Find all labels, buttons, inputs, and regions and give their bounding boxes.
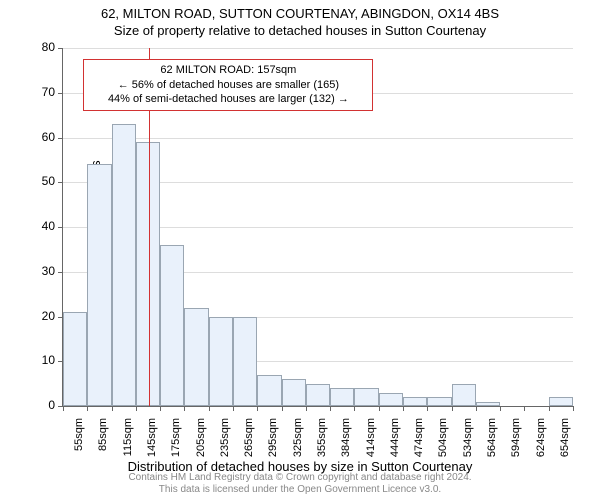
histogram-bar <box>549 397 573 406</box>
x-tick-mark <box>524 406 525 411</box>
x-tick-mark <box>87 406 88 411</box>
x-tick-mark <box>209 406 210 411</box>
histogram-bar <box>112 124 136 406</box>
y-tick-label: 0 <box>15 398 55 412</box>
y-tick-label: 80 <box>15 40 55 54</box>
x-tick-mark <box>573 406 574 411</box>
histogram-bar <box>306 384 330 406</box>
x-tick-mark <box>379 406 380 411</box>
y-tick-mark <box>58 93 63 94</box>
x-tick-mark <box>282 406 283 411</box>
y-tick-label: 40 <box>15 219 55 233</box>
histogram-bar <box>452 384 476 406</box>
x-tick-mark <box>233 406 234 411</box>
title-line-2: Size of property relative to detached ho… <box>0 21 600 38</box>
x-tick-mark <box>500 406 501 411</box>
x-tick-mark <box>112 406 113 411</box>
y-tick-label: 60 <box>15 130 55 144</box>
x-tick-mark <box>549 406 550 411</box>
x-tick-mark <box>160 406 161 411</box>
footer-line-2: This data is licensed under the Open Gov… <box>159 484 441 495</box>
x-tick-mark <box>476 406 477 411</box>
annotation-line3: 44% of semi-detached houses are larger (… <box>90 92 366 107</box>
annotation-line2: ← 56% of detached houses are smaller (16… <box>90 78 366 93</box>
histogram-bar <box>330 388 354 406</box>
y-tick-mark <box>58 272 63 273</box>
gridline <box>63 48 573 49</box>
x-tick-mark <box>63 406 64 411</box>
x-tick-mark <box>306 406 307 411</box>
annotation-line1: 62 MILTON ROAD: 157sqm <box>90 63 366 78</box>
y-tick-label: 10 <box>15 353 55 367</box>
histogram-bar <box>87 164 111 406</box>
histogram-bar <box>403 397 427 406</box>
y-tick-label: 50 <box>15 174 55 188</box>
y-tick-label: 20 <box>15 309 55 323</box>
histogram-bar <box>282 379 306 406</box>
y-tick-label: 30 <box>15 264 55 278</box>
x-tick-mark <box>184 406 185 411</box>
histogram-bar <box>136 142 160 406</box>
histogram-bar <box>233 317 257 407</box>
x-tick-mark <box>452 406 453 411</box>
histogram-bar <box>209 317 233 407</box>
x-tick-mark <box>403 406 404 411</box>
y-tick-mark <box>58 48 63 49</box>
histogram-bar <box>476 402 500 406</box>
histogram-bar <box>354 388 378 406</box>
y-tick-mark <box>58 182 63 183</box>
footer-line-1: Contains HM Land Registry data © Crown c… <box>128 472 471 483</box>
title-line-1: 62, MILTON ROAD, SUTTON COURTENAY, ABING… <box>0 0 600 21</box>
x-tick-mark <box>136 406 137 411</box>
x-tick-mark <box>427 406 428 411</box>
x-tick-mark <box>257 406 258 411</box>
histogram-bar <box>63 312 87 406</box>
histogram-bar <box>184 308 208 406</box>
histogram-bar <box>379 393 403 406</box>
x-tick-mark <box>354 406 355 411</box>
histogram-bar <box>427 397 451 406</box>
gridline <box>63 138 573 139</box>
x-tick-mark <box>330 406 331 411</box>
histogram-bar <box>160 245 184 406</box>
y-tick-mark <box>58 138 63 139</box>
histogram-bar <box>257 375 281 406</box>
y-tick-mark <box>58 227 63 228</box>
y-tick-label: 70 <box>15 85 55 99</box>
chart-container: 62, MILTON ROAD, SUTTON COURTENAY, ABING… <box>0 0 600 500</box>
chart-plot-area: 0102030405060708055sqm85sqm115sqm145sqm1… <box>62 48 573 407</box>
annotation-box: 62 MILTON ROAD: 157sqm← 56% of detached … <box>83 59 373 112</box>
footer-attribution: Contains HM Land Registry data © Crown c… <box>0 472 600 496</box>
